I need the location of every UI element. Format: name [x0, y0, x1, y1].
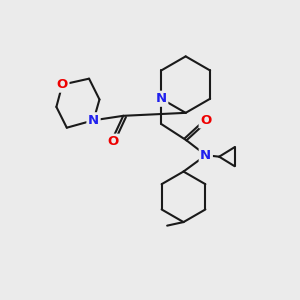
Text: N: N [88, 114, 99, 127]
Text: N: N [156, 92, 167, 105]
Text: N: N [200, 149, 212, 162]
Text: O: O [57, 78, 68, 91]
Text: O: O [107, 135, 118, 148]
Text: O: O [200, 114, 212, 127]
